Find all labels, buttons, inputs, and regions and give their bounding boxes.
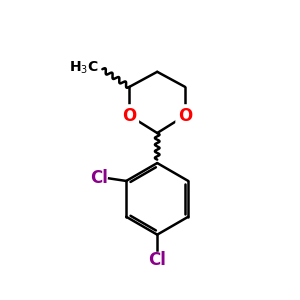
Text: Cl: Cl (90, 169, 108, 188)
Text: O: O (122, 107, 136, 125)
Text: H$_3$C: H$_3$C (69, 60, 99, 76)
Text: O: O (178, 107, 192, 125)
Text: Cl: Cl (148, 251, 166, 269)
